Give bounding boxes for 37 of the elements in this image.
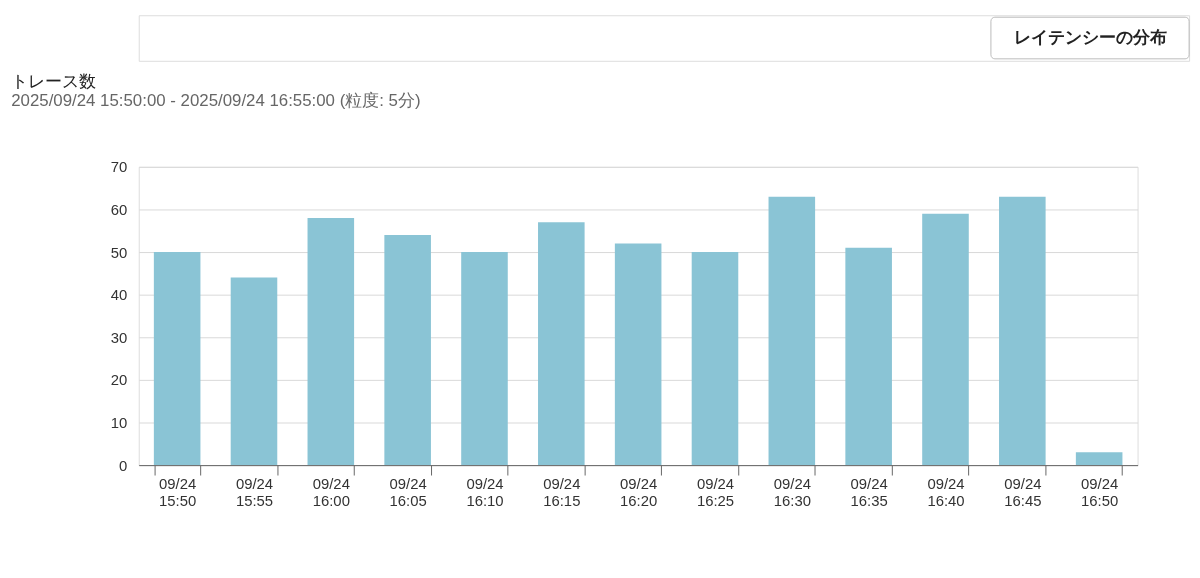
y-tick-label: 40	[110, 287, 128, 304]
bar	[538, 222, 585, 466]
bar	[768, 196, 816, 466]
bar	[384, 235, 431, 466]
x-tick-label: 09/24 16:40	[927, 476, 965, 510]
bar	[614, 243, 662, 466]
bar	[691, 252, 739, 466]
bar	[1075, 452, 1123, 466]
bar	[461, 252, 508, 466]
x-tick-label: 09/24 16:15	[543, 476, 581, 510]
bar	[922, 213, 969, 466]
chart-subtitle: 2025/09/24 15:50:00 - 2025/09/24 16:55:00 (粒度: 5分)	[11, 91, 421, 111]
y-tick-label: 70	[110, 159, 128, 176]
x-tick-label: 09/24 15:50	[159, 476, 197, 510]
chart-title: トレース数	[11, 71, 97, 91]
bar	[845, 247, 892, 466]
y-tick-label: 30	[110, 329, 128, 346]
x-tick-label: 09/24 16:50	[1081, 476, 1119, 510]
y-tick-label: 50	[110, 244, 128, 261]
x-tick-label: 09/24 16:45	[1004, 476, 1042, 510]
bar	[153, 252, 201, 466]
x-tick-label: 09/24 16:00	[312, 476, 350, 510]
bar	[999, 196, 1046, 466]
x-tick-label: 09/24 15:55	[235, 476, 274, 510]
x-tick-label: 09/24 16:05	[389, 476, 427, 510]
text: レイテンシーの分布	[1013, 27, 1167, 47]
x-tick-label: 09/24 16:10	[466, 476, 504, 510]
bar	[230, 277, 278, 466]
y-tick-label: 0	[119, 457, 128, 474]
bar	[307, 217, 355, 466]
x-tick-label: 09/24 16:25	[696, 476, 735, 510]
y-tick-label: 60	[110, 201, 128, 218]
x-tick-label: 09/24 16:30	[773, 476, 811, 510]
y-tick-label: 10	[110, 414, 128, 431]
x-tick-label: 09/24 16:20	[620, 476, 658, 510]
y-tick-label: 20	[110, 372, 128, 389]
x-tick-label: 09/24 16:35	[850, 476, 888, 510]
